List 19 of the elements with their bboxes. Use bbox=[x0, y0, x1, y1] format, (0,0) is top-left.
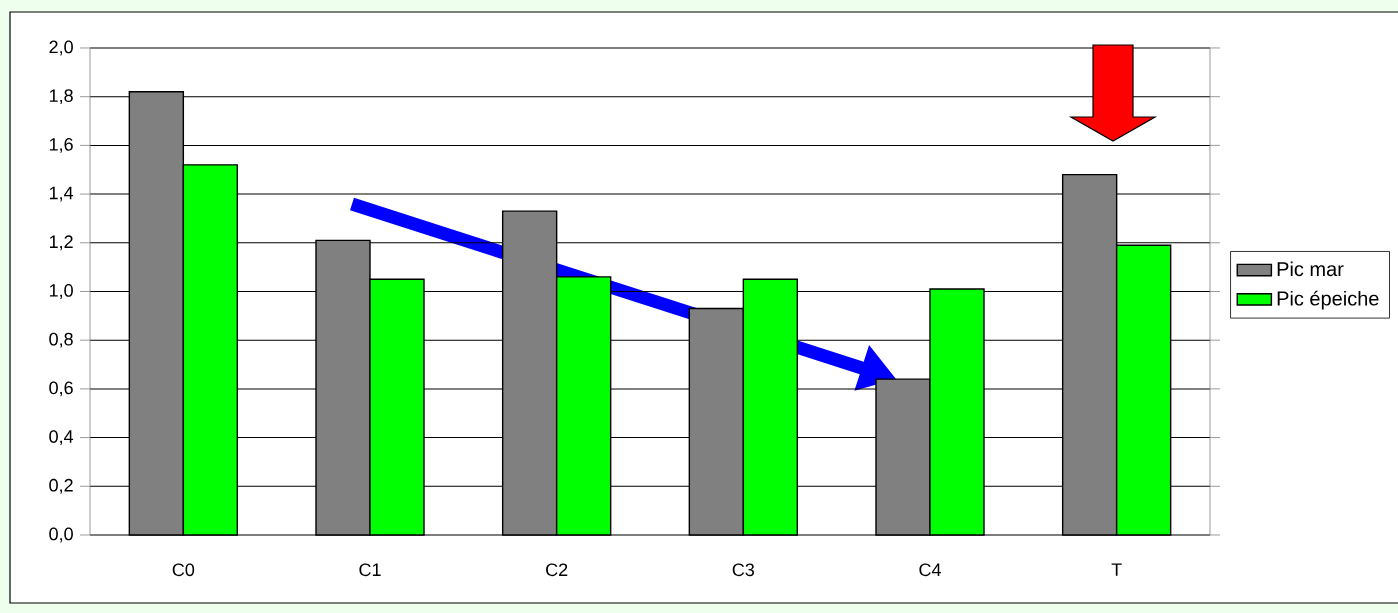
x-tick-label: C0 bbox=[172, 563, 195, 577]
y-tick-label: 0,8 bbox=[49, 332, 73, 348]
y-tick-label: 0,4 bbox=[49, 430, 74, 446]
y-tick-label: 1,0 bbox=[49, 284, 73, 299]
y-tick-label: 1,8 bbox=[49, 89, 73, 105]
y-tick-label: 1,4 bbox=[49, 186, 74, 202]
x-tick-label: C4 bbox=[919, 563, 941, 577]
y-tick-label: 0,0 bbox=[49, 527, 73, 543]
x-tick-label: C2 bbox=[546, 563, 568, 577]
legend-label: Pic mar bbox=[1277, 261, 1344, 277]
x-tick-label: C1 bbox=[359, 563, 381, 577]
x-tick-label: C3 bbox=[732, 563, 755, 577]
y-tick-label: 1,2 bbox=[49, 235, 73, 251]
y-tick-label: 0,6 bbox=[49, 381, 73, 397]
y-tick-label: 0,2 bbox=[49, 478, 73, 494]
x-tick-label: T bbox=[1111, 563, 1122, 576]
y-tick-label: 1,6 bbox=[49, 137, 73, 153]
legend-label: Pic épeiche bbox=[1277, 290, 1379, 310]
y-tick-label: 2,0 bbox=[49, 40, 73, 56]
